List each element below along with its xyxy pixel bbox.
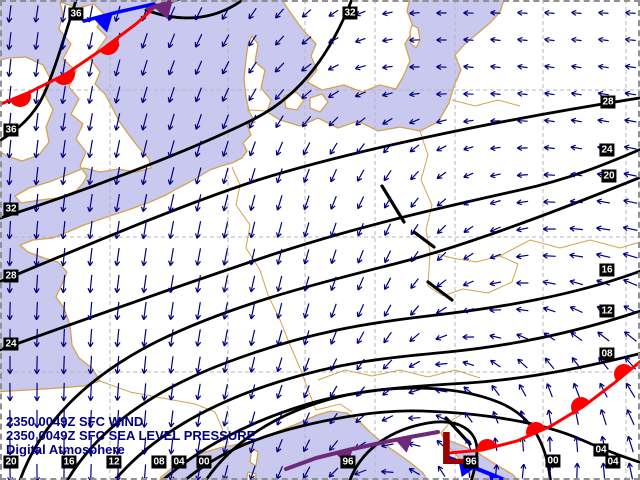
- isobar-value-label: 36: [68, 7, 84, 21]
- isobar-value-label: 32: [342, 6, 358, 20]
- isobar-value-label: 36: [3, 123, 19, 137]
- isobar-value-label: 20: [601, 169, 617, 183]
- isobar-value-label: 00: [196, 455, 212, 469]
- warm-front-semicircle-marker: [526, 422, 545, 437]
- isobar-line: [0, 0, 354, 220]
- warm-front-semicircle-marker: [54, 68, 75, 86]
- isobar-value-label: 16: [599, 263, 615, 277]
- isobar-value-label: 24: [599, 143, 615, 157]
- isobar-value-label: 96: [340, 455, 356, 469]
- occluded-front-line: [284, 430, 440, 471]
- isobar-value-label: 12: [106, 455, 122, 469]
- cold-front-triangle-marker: [458, 460, 476, 477]
- low-pressure-marker: L: [440, 422, 468, 474]
- occluded-front-triangle-marker: [153, 1, 173, 20]
- isobar-line: [113, 309, 640, 480]
- land-ireland: [0, 56, 54, 162]
- cold-front-triangle-marker: [93, 13, 113, 33]
- isobar-value-label: 04: [593, 443, 609, 457]
- map-legend: 2350 0049Z SFC WIND 2350 0049Z SFC SEA L…: [6, 415, 255, 457]
- isobar-value-label: 16: [61, 455, 77, 469]
- isobar-value-label: 28: [3, 269, 19, 283]
- isobar-value-label: 08: [599, 347, 615, 361]
- warm-front-semicircle-marker: [10, 90, 31, 107]
- warm-front-semicircle-marker: [614, 364, 632, 381]
- legend-app-name: Digital Atmosphere: [6, 442, 125, 457]
- isobar-value-label: 04: [171, 455, 187, 469]
- isobar-value-label: 00: [545, 454, 561, 468]
- legend-wind-line: 2350 0049Z SFC WIND: [6, 414, 144, 429]
- isobar-value-label: 24: [3, 337, 19, 351]
- isobar-value-label: 04: [605, 455, 621, 469]
- warm-front-semicircle-marker: [571, 397, 590, 413]
- isobar-value-label: 08: [151, 455, 167, 469]
- legend-pressure-line: 2350 0049Z SFC SEA LEVEL PRESSURE: [6, 428, 256, 443]
- isobar-value-label: 12: [599, 304, 615, 318]
- isobar-line: [0, 96, 640, 284]
- land-danish-isle-zealand: [309, 93, 329, 113]
- isobar-value-label: 28: [600, 95, 616, 109]
- occluded-front-triangle-marker: [395, 436, 413, 453]
- isobar-line: [65, 269, 640, 480]
- isobar-value-label: 96: [463, 455, 479, 469]
- isobar-value-label: 32: [3, 202, 19, 216]
- warm-front-semicircle-marker: [477, 439, 497, 452]
- isobar-line: [18, 175, 640, 480]
- isobar-line: [182, 409, 640, 480]
- warm-front-semicircle-marker: [99, 37, 119, 55]
- isobar-value-label: 20: [3, 455, 19, 469]
- land-corsica: [249, 447, 259, 467]
